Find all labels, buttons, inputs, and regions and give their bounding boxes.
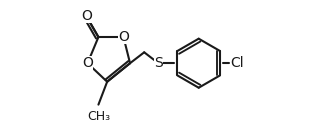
Text: CH₃: CH₃ [87, 110, 110, 123]
Text: S: S [154, 56, 163, 70]
Text: O: O [81, 9, 92, 23]
Text: Cl: Cl [230, 56, 243, 70]
Text: O: O [118, 30, 129, 44]
Text: O: O [82, 56, 93, 70]
